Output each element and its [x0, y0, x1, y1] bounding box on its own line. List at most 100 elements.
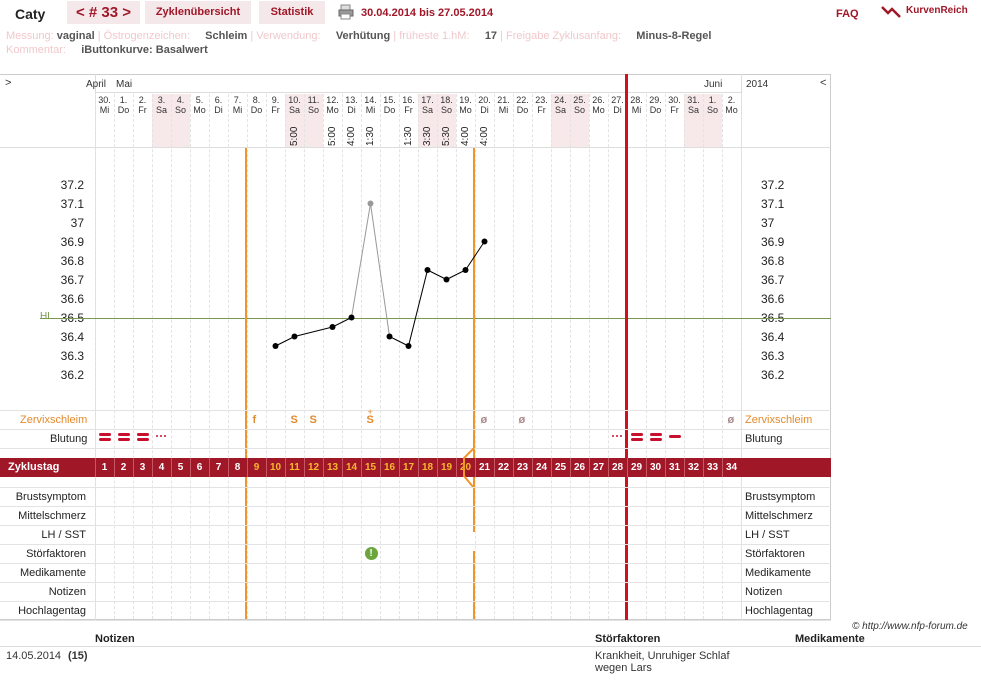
day-header[interactable]: 8. Do: [250, 95, 263, 115]
temperature-point[interactable]: [405, 343, 412, 349]
cycle-day-number[interactable]: 19: [440, 462, 453, 473]
cycle-day-number[interactable]: 13: [326, 462, 339, 473]
cycle-day-number[interactable]: 22: [497, 462, 510, 473]
cycle-day-number[interactable]: 27: [592, 462, 605, 473]
day-header[interactable]: 18. So: [440, 95, 453, 115]
temperature-point[interactable]: [424, 267, 431, 273]
day-header[interactable]: 4. So: [174, 95, 186, 115]
day-header[interactable]: 20. Di: [478, 95, 491, 115]
cycle-day-number[interactable]: 6: [196, 462, 203, 473]
day-header[interactable]: 5. Mo: [193, 95, 206, 115]
cycle-day-number[interactable]: 32: [687, 462, 700, 473]
zervix-symbol[interactable]: ø: [518, 414, 526, 426]
day-header[interactable]: 13. Di: [345, 95, 358, 115]
cycle-day-number[interactable]: 24: [535, 462, 548, 473]
zervix-symbol[interactable]: f: [252, 414, 257, 426]
disturbance-icon[interactable]: !: [364, 547, 378, 560]
cycle-day-number[interactable]: 15: [364, 462, 377, 473]
day-header[interactable]: 23. Fr: [535, 95, 548, 115]
day-header[interactable]: 14. Mi: [364, 95, 377, 115]
cycle-day-number[interactable]: 34: [725, 462, 738, 473]
tab-cycle-overview[interactable]: Zyklenübersicht: [145, 1, 251, 24]
day-header[interactable]: 22. Do: [516, 95, 529, 115]
day-header[interactable]: 2. Mo: [725, 95, 738, 115]
bleeding-mark[interactable]: [98, 433, 112, 445]
logo[interactable]: KurvenReich: [880, 3, 980, 23]
temperature-point[interactable]: [443, 276, 450, 283]
day-header[interactable]: 6. Di: [214, 95, 223, 115]
cycle-day-number[interactable]: 30: [649, 462, 662, 473]
tab-statistics[interactable]: Statistik: [259, 1, 325, 24]
day-header[interactable]: 30. Fr: [668, 95, 681, 115]
day-header[interactable]: 28. Mi: [630, 95, 643, 115]
faq-link[interactable]: FAQ: [836, 8, 859, 20]
cycle-day-number[interactable]: 29: [630, 462, 643, 473]
nav-next[interactable]: <: [820, 77, 827, 89]
cycle-day-number[interactable]: 8: [234, 462, 241, 473]
day-header[interactable]: 17. Sa: [421, 95, 434, 115]
day-header[interactable]: 2. Fr: [138, 95, 147, 115]
cycle-day-number[interactable]: 14: [345, 462, 358, 473]
cycle-day-number[interactable]: 17: [402, 462, 415, 473]
day-header[interactable]: 30. Mi: [98, 95, 111, 115]
cycle-day-number[interactable]: 7: [215, 462, 222, 473]
bleeding-mark[interactable]: [117, 433, 131, 445]
cycle-day-number[interactable]: 26: [573, 462, 586, 473]
day-header[interactable]: 26. Mo: [592, 95, 605, 115]
day-header[interactable]: 31. Sa: [687, 95, 700, 115]
cycle-day-number[interactable]: 1: [101, 462, 108, 473]
zervix-symbol[interactable]: ø: [480, 414, 488, 426]
cycle-day-number[interactable]: 12: [307, 462, 320, 473]
cycle-nav[interactable]: < # 33 >: [67, 1, 140, 24]
cycle-day-number[interactable]: 31: [668, 462, 681, 473]
bleeding-mark[interactable]: [136, 433, 150, 445]
day-header[interactable]: 19. Mo: [459, 95, 472, 115]
bleeding-mark[interactable]: [155, 433, 169, 445]
print-icon[interactable]: [338, 4, 354, 20]
temperature-point[interactable]: [481, 238, 488, 245]
temperature-point[interactable]: [329, 324, 336, 330]
day-header[interactable]: 29. Do: [649, 95, 662, 115]
zervix-symbol[interactable]: S: [309, 414, 317, 426]
cycle-day-number[interactable]: 23: [516, 462, 529, 473]
cycle-day-number[interactable]: 16: [383, 462, 396, 473]
zervix-symbol[interactable]: ø: [727, 414, 735, 426]
cycle-day-number[interactable]: 25: [554, 462, 567, 473]
day-header[interactable]: 16. Fr: [402, 95, 415, 115]
temperature-point[interactable]: [462, 267, 469, 273]
cycle-day-number[interactable]: 9: [253, 462, 260, 473]
day-header[interactable]: 27. Di: [611, 95, 624, 115]
day-header[interactable]: 12. Mo: [326, 95, 339, 115]
bleeding-mark[interactable]: [668, 433, 682, 445]
temperature-point[interactable]: [367, 200, 374, 207]
day-header[interactable]: 15. Do: [383, 95, 396, 115]
day-header[interactable]: 25. So: [573, 95, 586, 115]
cycle-day-number[interactable]: 33: [706, 462, 719, 473]
temperature-point[interactable]: [348, 314, 355, 321]
cycle-day-number[interactable]: 18: [421, 462, 434, 473]
day-header[interactable]: 21. Mi: [497, 95, 510, 115]
day-header[interactable]: 1. So: [706, 95, 718, 115]
cycle-day-number[interactable]: 3: [139, 462, 146, 473]
cycle-day-number[interactable]: 10: [269, 462, 282, 473]
day-header[interactable]: 24. Sa: [554, 95, 567, 115]
day-header[interactable]: 10. Sa: [288, 95, 301, 115]
cycle-day-number[interactable]: 11: [289, 462, 300, 473]
bleeding-mark[interactable]: [649, 433, 663, 445]
day-header[interactable]: 9. Fr: [271, 95, 280, 115]
temperature-point[interactable]: [272, 343, 279, 349]
temperature-point[interactable]: [291, 333, 298, 340]
day-header[interactable]: 3. Sa: [155, 95, 167, 115]
zervix-symbol[interactable]: S: [290, 414, 298, 426]
day-header[interactable]: 7. Mi: [232, 95, 243, 115]
day-header[interactable]: 11. So: [307, 95, 320, 115]
cycle-day-number[interactable]: 28: [611, 462, 624, 473]
nav-prev[interactable]: >: [5, 77, 12, 89]
zervix-symbol[interactable]: S: [366, 414, 374, 426]
temperature-point[interactable]: [386, 333, 393, 340]
cycle-day-number[interactable]: 4: [158, 462, 165, 473]
cycle-day-number[interactable]: 2: [120, 462, 127, 473]
cycle-day-number[interactable]: 21: [478, 462, 491, 473]
bleeding-mark[interactable]: [630, 433, 644, 445]
cycle-day-number[interactable]: 20: [459, 462, 472, 473]
